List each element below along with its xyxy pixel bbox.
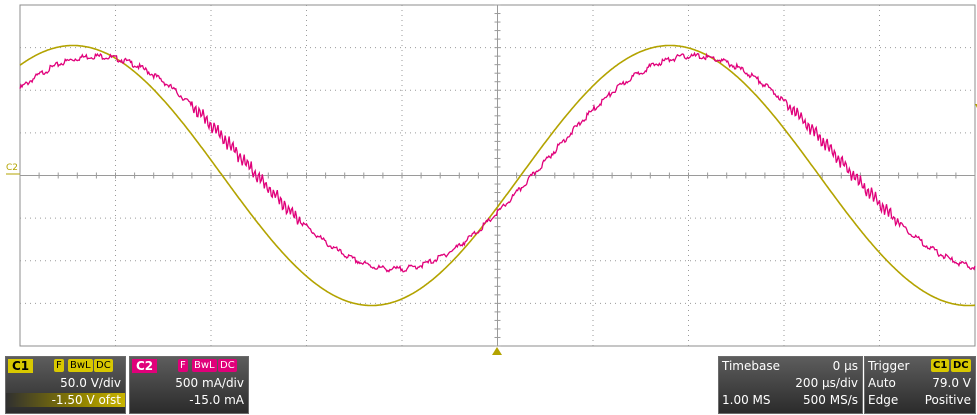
ch2-flag-filter: F bbox=[178, 359, 188, 372]
channel1-panel[interactable]: C1 F BwL DC 50.0 V/div -1.50 V ofst bbox=[5, 356, 126, 414]
trigger-source-badge: C1 bbox=[931, 359, 950, 372]
ch1-label: C1 bbox=[8, 359, 34, 373]
timebase-points: 1.00 MS bbox=[722, 393, 771, 407]
trigger-type: Edge bbox=[868, 393, 899, 407]
ch2-label: C2 bbox=[132, 359, 158, 373]
trigger-panel[interactable]: Trigger C1 DC Auto 79.0 V Edge Positive bbox=[864, 356, 976, 414]
ch2-scale: 500 mA/div bbox=[175, 376, 244, 390]
timebase-delay: 0 µs bbox=[832, 359, 858, 373]
trigger-position-icon[interactable] bbox=[492, 347, 502, 355]
timebase-title: Timebase bbox=[722, 359, 780, 373]
timebase-scale: 200 µs/div bbox=[795, 376, 858, 390]
ch1-waveform bbox=[19, 44, 976, 307]
trigger-coupling-badge: DC bbox=[951, 359, 971, 372]
ch2-flag-bwl: BwL bbox=[192, 359, 217, 372]
trigger-level: 79.0 V bbox=[932, 376, 971, 390]
channel2-panel[interactable]: C2 F BwL DC 500 mA/div -15.0 mA bbox=[129, 356, 249, 414]
ch1-flag-dc: DC bbox=[94, 359, 113, 372]
ch1-offset: -1.50 V ofst bbox=[6, 393, 125, 407]
trigger-title: Trigger bbox=[868, 359, 910, 373]
ch1-flag-bwl: BwL bbox=[68, 359, 93, 372]
oscilloscope-display: C2 bbox=[6, 4, 977, 355]
c2-ground-marker[interactable]: C2 bbox=[6, 163, 18, 173]
timebase-rate: 500 MS/s bbox=[803, 393, 858, 407]
ch2-offset: -15.0 mA bbox=[189, 393, 244, 407]
trigger-slope: Positive bbox=[924, 393, 971, 407]
ch2-flag-dc: DC bbox=[218, 359, 237, 372]
ch2-waveform bbox=[19, 51, 976, 273]
ch1-scale: 50.0 V/div bbox=[60, 376, 121, 390]
timebase-panel[interactable]: Timebase 0 µs 200 µs/div 1.00 MS 500 MS/… bbox=[718, 356, 863, 414]
ch1-flag-filter: F bbox=[54, 359, 64, 372]
trigger-mode: Auto bbox=[868, 376, 896, 390]
